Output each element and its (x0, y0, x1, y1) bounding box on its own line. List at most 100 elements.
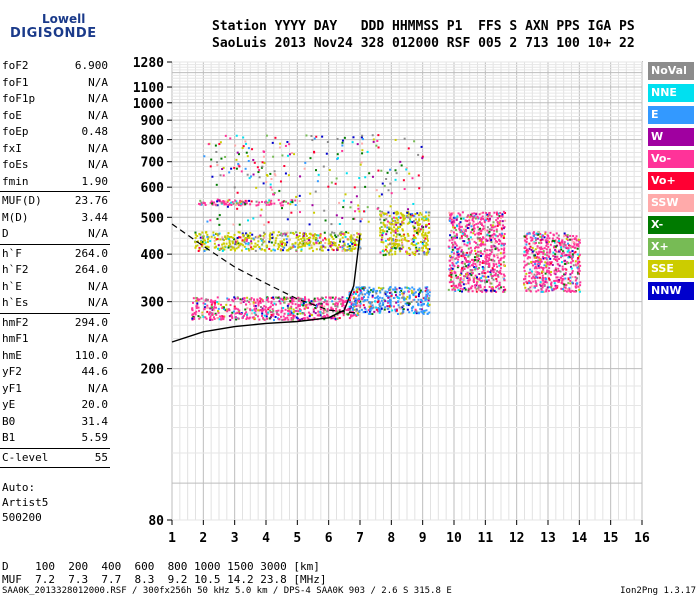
echo-point (332, 249, 335, 252)
echo-point (192, 316, 195, 319)
echo-point (472, 224, 475, 227)
echo-point (405, 303, 408, 306)
echo-point (502, 261, 505, 264)
echo-point (369, 312, 372, 315)
echo-point (395, 291, 398, 294)
echo-point (303, 313, 306, 316)
echo-point (481, 253, 484, 256)
echo-point (311, 314, 314, 317)
echo-point (478, 267, 481, 270)
echo-point (448, 239, 451, 242)
echo-point (563, 283, 566, 286)
echo-point (238, 165, 241, 168)
echo-point (368, 286, 371, 289)
echo-point (400, 287, 403, 290)
y-tick-label: 300 (141, 296, 165, 311)
echo-point (542, 257, 545, 260)
echo-point (562, 245, 565, 248)
y-tick-label: 700 (141, 156, 165, 171)
echo-point (304, 232, 307, 235)
echo-point (461, 288, 464, 291)
echo-point (524, 246, 527, 249)
echo-point (404, 302, 407, 305)
echo-point (236, 202, 239, 205)
echo-point (359, 302, 362, 305)
echo-point (494, 234, 497, 237)
echo-point (466, 275, 469, 278)
echo-point (460, 235, 463, 238)
echo-point (366, 291, 369, 294)
echo-point (306, 240, 309, 243)
echo-point (283, 165, 286, 168)
echo-point (323, 310, 326, 313)
echo-point (281, 201, 284, 204)
echo-point (481, 223, 484, 226)
echo-point (425, 298, 428, 301)
echo-point (389, 223, 392, 226)
echo-point (384, 225, 387, 228)
echo-point (367, 296, 370, 299)
param-row: hmE 110.0 (0, 348, 112, 365)
echo-point (526, 257, 529, 260)
echo-point (488, 257, 491, 260)
echo-point (269, 186, 272, 189)
echo-point (548, 272, 551, 275)
echo-point (348, 317, 351, 320)
echo-point (205, 317, 208, 320)
echo-point (408, 294, 411, 297)
echo-point (210, 306, 213, 309)
echo-point (402, 294, 405, 297)
echo-point (259, 214, 262, 217)
echo-point (330, 244, 333, 247)
echo-point (372, 138, 375, 141)
echo-point (342, 199, 345, 202)
echo-point (245, 240, 248, 243)
echo-point (272, 319, 275, 322)
echo-point (245, 200, 248, 203)
echo-point (329, 233, 332, 236)
echo-point (267, 311, 270, 314)
echo-point (352, 296, 355, 299)
echo-point (287, 306, 290, 309)
echo-point (350, 239, 353, 242)
echo-point (529, 245, 532, 248)
echo-point (204, 245, 207, 248)
echo-point (290, 311, 293, 314)
echo-point (282, 315, 285, 318)
echo-point (303, 317, 306, 320)
echo-point (492, 221, 495, 224)
param-row: yE 20.0 (0, 397, 112, 414)
echo-point (485, 280, 488, 283)
echo-point (488, 285, 491, 288)
echo-point (488, 259, 491, 262)
echo-point (425, 242, 428, 245)
echo-point (406, 211, 409, 214)
echo-point (577, 267, 580, 270)
echo-point (523, 239, 526, 242)
echo-point (411, 292, 414, 295)
echo-point (536, 247, 539, 250)
echo-point (398, 287, 401, 290)
echo-point (462, 228, 465, 231)
echo-point (450, 285, 453, 288)
echo-point (485, 279, 488, 282)
echo-point (367, 220, 370, 223)
echo-point (212, 234, 215, 237)
echo-point (466, 271, 469, 274)
echo-point (238, 236, 241, 239)
echo-point (235, 243, 238, 246)
echo-point (229, 304, 232, 307)
echo-point (461, 290, 464, 293)
echo-point (546, 239, 549, 242)
echo-point (289, 246, 292, 249)
echo-point (534, 237, 537, 240)
echo-point (315, 234, 318, 237)
echo-point (269, 172, 272, 175)
echo-point (257, 301, 260, 304)
echo-point (475, 258, 478, 261)
echo-point (543, 283, 546, 286)
echo-point (428, 222, 431, 225)
echo-point (226, 297, 229, 300)
echo-point (237, 164, 240, 167)
echo-point (390, 239, 393, 242)
